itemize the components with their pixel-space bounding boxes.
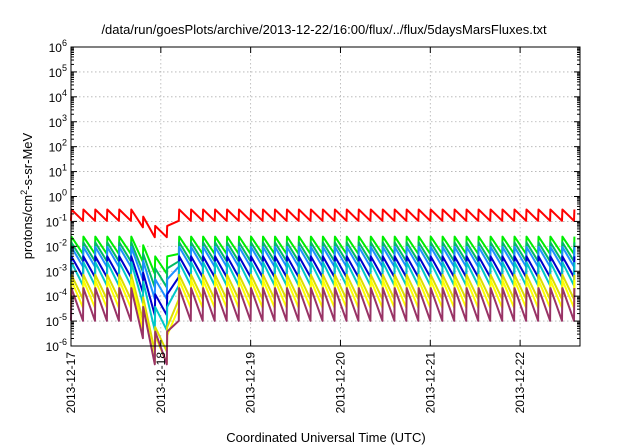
series-group	[70, 208, 576, 366]
y-tick-label: 10-5	[46, 312, 67, 329]
y-axis: 10-6 10-5 10-4 10-3 10-2 10-1 100 101 102 103 104 1…	[46, 38, 580, 354]
y-tick-label: 10-4	[46, 287, 67, 304]
y-tick-label: 10-1	[46, 212, 67, 229]
x-tick-label: 2013-12-19	[244, 352, 258, 414]
flux-series-line	[70, 287, 576, 366]
y-tick-label: 103	[49, 113, 67, 130]
y-tick-label: 10-2	[46, 237, 67, 254]
x-tick-label: 2013-12-21	[423, 352, 437, 414]
x-axis: 2013-12-17 2013-12-18 2013-12-19 2013-12-20…	[64, 47, 527, 413]
flux-series-line	[70, 208, 576, 239]
y-tick-label: 100	[49, 188, 67, 205]
y-tick-label: 105	[49, 63, 67, 80]
x-tick-label: 2013-12-20	[333, 352, 347, 414]
chart-title: /data/run/goesPlots/archive/2013-12-22/1…	[101, 22, 547, 37]
y-axis-label: protons/cm2-s-sr-MeV	[19, 132, 35, 259]
x-axis-label: Coordinated Universal Time (UTC)	[226, 430, 425, 445]
y-tick-label: 106	[49, 38, 67, 55]
y-tick-label: 101	[49, 163, 67, 180]
y-tick-label: 10-3	[46, 262, 67, 279]
x-tick-label: 2013-12-22	[513, 352, 527, 414]
x-tick-label: 2013-12-17	[64, 352, 78, 414]
x-tick-label: 2013-12-18	[154, 352, 168, 414]
y-tick-label: 102	[49, 138, 67, 155]
y-tick-label: 104	[49, 88, 67, 105]
y-tick-label: 10-6	[46, 337, 67, 354]
